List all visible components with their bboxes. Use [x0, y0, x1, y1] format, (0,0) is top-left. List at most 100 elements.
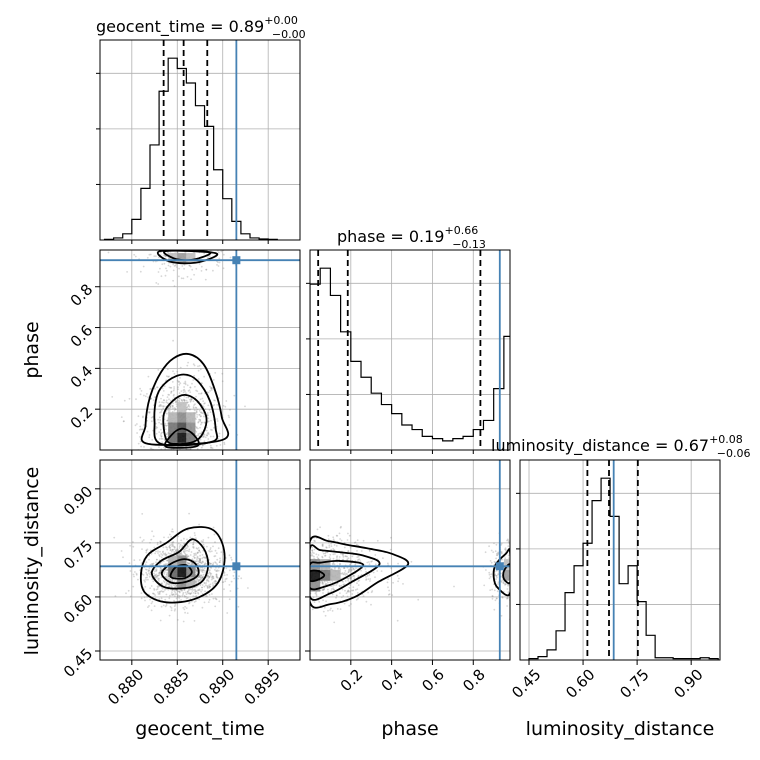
panel2d-geocent_time-vs-luminosity_distance-point: [135, 572, 138, 575]
panel2d-phase-vs-luminosity_distance-point: [300, 564, 302, 566]
panel2d-geocent_time-vs-phase-point: [211, 476, 213, 478]
panel2d-geocent_time-vs-luminosity_distance-point: [143, 596, 146, 599]
panel2d-phase-vs-luminosity_distance-point: [349, 576, 352, 579]
panel2d-geocent_time-vs-luminosity_distance-point: [200, 570, 203, 573]
panel2d-phase-vs-luminosity_distance-point: [315, 553, 318, 556]
panel2d-phase-vs-luminosity_distance-point: [387, 586, 389, 589]
panel2d-phase-vs-luminosity_distance-point: [368, 549, 371, 552]
panel2d-geocent_time-vs-luminosity_distance-point: [157, 552, 159, 554]
panel2d-geocent_time-vs-phase-point: [175, 405, 178, 408]
panel2d-phase-vs-luminosity_distance-point: [277, 549, 279, 551]
panel2d-phase-vs-luminosity_distance-point: [495, 578, 497, 581]
panel2d-geocent_time-vs-phase-point: [208, 453, 210, 455]
panel2d-phase-vs-luminosity_distance-point: [522, 560, 524, 562]
panel2d-geocent_time-vs-luminosity_distance-point: [198, 550, 201, 552]
panel2d-phase-vs-luminosity_distance-point: [374, 576, 376, 579]
panel2d-geocent_time-vs-luminosity_distance-point: [146, 548, 149, 551]
panel2d-geocent_time-vs-phase-point: [168, 407, 171, 410]
panel2d-phase-vs-luminosity_distance-point: [245, 599, 247, 601]
panel2d-geocent_time-vs-phase-point: [176, 379, 179, 382]
panel2d-geocent_time-vs-luminosity_distance-point: [163, 563, 166, 566]
panel2d-geocent_time-vs-luminosity_distance-point: [155, 561, 157, 564]
panel2d-geocent_time-vs-luminosity_distance-point: [145, 568, 148, 571]
panel2d-phase-vs-luminosity_distance-point: [350, 567, 353, 569]
panel2d-geocent_time-vs-phase-point: [139, 393, 142, 396]
panel2d-geocent_time-vs-phase-point: [158, 416, 161, 419]
panel2d-geocent_time-vs-luminosity_distance-frame: [99, 459, 301, 661]
panel2d-geocent_time-vs-phase-point: [179, 366, 182, 369]
panel2d-geocent_time-vs-phase-point: [180, 399, 183, 401]
panel2d-phase-vs-luminosity_distance-point: [324, 614, 327, 617]
panel2d-geocent_time-vs-luminosity_distance-point: [166, 577, 169, 580]
panel2d-geocent_time-vs-phase-point: [175, 266, 178, 268]
panel2d-geocent_time-vs-luminosity_distance-point: [192, 563, 194, 566]
panel2d-phase-vs-luminosity_distance-point: [280, 551, 282, 553]
panel2d-geocent_time-vs-luminosity_distance-point: [168, 533, 171, 536]
panel2d-geocent_time-vs-phase-point: [154, 465, 156, 467]
panel2d-phase-vs-luminosity_distance-point: [522, 570, 524, 572]
panel2d-phase-vs-luminosity_distance-point: [500, 542, 503, 545]
panel2d-phase-vs-luminosity_distance-point: [283, 563, 285, 565]
panel2d-phase-vs-luminosity_distance-point: [279, 579, 281, 581]
panel2d-phase-vs-luminosity_distance-point: [339, 608, 342, 610]
panel2d-geocent_time-vs-luminosity_distance-point: [169, 547, 171, 549]
panel2d-phase-vs-luminosity_distance-point: [513, 556, 515, 558]
panel2d-geocent_time-vs-phase-point: [197, 242, 199, 244]
panel2d-geocent_time-vs-luminosity_distance-point: [216, 576, 219, 579]
panel2d-geocent_time-vs-luminosity_distance-point: [173, 599, 176, 602]
panel2d-geocent_time-vs-phase-point: [181, 399, 183, 402]
panel2d-geocent_time-vs-luminosity_distance-point: [215, 574, 218, 577]
panel2d-phase-vs-luminosity_distance-point: [307, 573, 309, 575]
panel2d-phase-vs-luminosity_distance-hist2d-cell-6: [503, 569, 510, 581]
panel2d-geocent_time-vs-luminosity_distance-point: [208, 569, 211, 572]
panel2d-geocent_time-vs-luminosity_distance-point: [187, 555, 190, 558]
panel2d-geocent_time-vs-luminosity_distance-point: [159, 572, 162, 575]
panel2d-geocent_time-vs-phase-point: [169, 386, 172, 389]
panel2d-phase-vs-luminosity_distance-point: [512, 563, 514, 565]
panel2d-geocent_time-vs-luminosity_distance-point: [159, 567, 162, 570]
panel2d-phase-vs-luminosity_distance-point: [497, 573, 499, 576]
panel2d-geocent_time-vs-luminosity_distance-point: [198, 549, 200, 552]
panel2d-phase-vs-luminosity_distance-point: [276, 583, 278, 585]
panel2d-geocent_time-vs-luminosity_distance-point: [159, 542, 162, 545]
panel2d-geocent_time-vs-luminosity_distance-point: [214, 582, 217, 585]
panel2d-phase-vs-luminosity_distance-point: [516, 584, 518, 586]
panel2d-phase-vs-luminosity_distance-point: [322, 552, 325, 555]
panel2d-phase-vs-luminosity_distance-point: [511, 593, 513, 595]
panel2d-geocent_time-vs-phase-point: [187, 237, 189, 239]
panel2d-geocent_time-vs-phase-point: [203, 375, 206, 378]
panel2d-phase-vs-luminosity_distance-point: [264, 554, 266, 556]
title-geocent-time-plus: +0.00: [264, 14, 298, 27]
panel2d-geocent_time-vs-luminosity_distance-point: [196, 577, 198, 580]
panel2d-geocent_time-vs-phase-point: [214, 372, 217, 374]
panel2d-phase-vs-luminosity_distance-point: [276, 560, 278, 562]
panel2d-phase-vs-luminosity_distance-point: [513, 549, 515, 551]
hist-steps-luminosity_distance: [528, 477, 719, 660]
panel2d-phase-vs-luminosity_distance-point: [290, 569, 292, 571]
panel2d-geocent_time-vs-luminosity_distance-point: [206, 595, 208, 598]
panel2d-geocent_time-vs-luminosity_distance-point: [203, 567, 206, 570]
panel2d-geocent_time-vs-phase-point: [172, 263, 175, 266]
panel2d-geocent_time-vs-luminosity_distance-point: [151, 530, 154, 533]
panel2d-geocent_time-vs-luminosity_distance-point: [179, 552, 182, 555]
panel2d-phase-vs-luminosity_distance-point: [298, 575, 300, 577]
panel2d-geocent_time-vs-luminosity_distance-point: [214, 549, 217, 552]
panel2d-phase-vs-luminosity_distance-point: [301, 587, 303, 589]
panel2d-geocent_time-vs-luminosity_distance-point: [200, 574, 203, 577]
panel2d-geocent_time-vs-luminosity_distance-point: [169, 578, 172, 581]
panel2d-geocent_time-vs-luminosity_distance-point: [202, 549, 205, 552]
panel2d-geocent_time-vs-luminosity_distance-point: [166, 569, 169, 571]
panel2d-geocent_time-vs-luminosity_distance-point: [165, 553, 167, 556]
panel2d-geocent_time-vs-luminosity_distance-xticklabel-1: 0.885: [150, 666, 193, 709]
panel2d-phase-vs-luminosity_distance-point: [274, 593, 276, 595]
panel2d-phase-vs-luminosity_distance-point: [321, 544, 324, 547]
panel2d-geocent_time-vs-luminosity_distance-point: [197, 551, 200, 554]
panel2d-geocent_time-vs-luminosity_distance-point: [196, 562, 199, 565]
panel2d-phase-vs-luminosity_distance-point: [507, 554, 510, 557]
panel2d-geocent_time-vs-phase-point: [176, 456, 178, 458]
panel2d-phase-vs-luminosity_distance-point: [522, 567, 524, 569]
panel2d-geocent_time-vs-luminosity_distance-point: [189, 564, 192, 566]
panel2d-geocent_time-vs-luminosity_distance-point: [198, 549, 201, 552]
panel2d-phase-vs-luminosity_distance-point: [517, 600, 519, 602]
panel2d-geocent_time-vs-luminosity_distance-point: [168, 585, 171, 588]
